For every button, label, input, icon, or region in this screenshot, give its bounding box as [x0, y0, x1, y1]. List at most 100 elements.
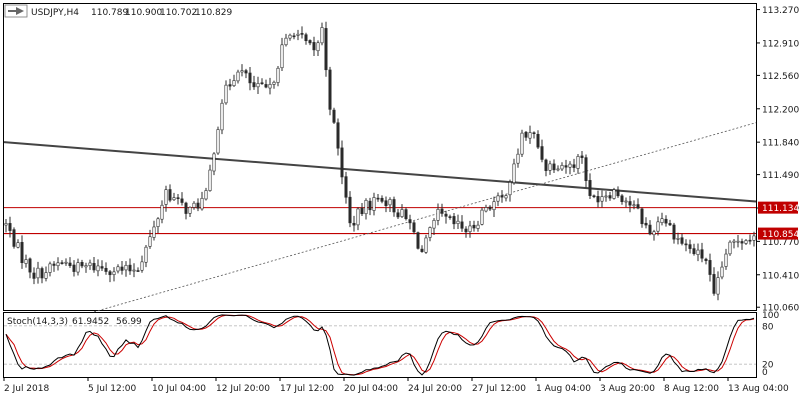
candle-body [728, 241, 732, 255]
candle-body [164, 189, 168, 205]
stoch-plot-frame [3, 312, 757, 378]
candle-body [424, 237, 428, 253]
main-plot-frame [3, 3, 757, 311]
candle-body [696, 249, 700, 255]
candle-body [644, 222, 648, 226]
candle-body [628, 201, 632, 206]
stoch-axis-label: 80 [762, 322, 774, 332]
candle-body [748, 239, 752, 242]
candle-body [272, 81, 276, 85]
candle-body [356, 208, 360, 226]
price-tick-label: 112.200 [762, 105, 799, 115]
candle-body [232, 80, 236, 86]
candle-body [28, 258, 32, 273]
candle-body [404, 209, 408, 220]
candle-body [544, 159, 548, 171]
candle-body [496, 195, 500, 202]
candle-body [316, 42, 320, 52]
candle-body [520, 132, 524, 155]
candle-body [476, 224, 480, 229]
candle-body [548, 163, 552, 171]
stoch-header: Stoch(14,3,3) 61.9452 56.99 [7, 317, 142, 327]
candle-body [392, 199, 396, 213]
candle-body [24, 259, 28, 264]
candle-body [576, 156, 580, 169]
candle-body [660, 218, 664, 223]
header-low: 110.702 [160, 8, 197, 18]
candle-body [716, 277, 720, 295]
candle-body [304, 34, 308, 42]
candle-body [752, 235, 756, 241]
candle-body [604, 195, 608, 198]
candle-body [60, 262, 64, 264]
candle-body [368, 200, 372, 211]
candle-body [588, 180, 592, 196]
candle-body [740, 241, 744, 244]
candle-body [464, 228, 468, 233]
candle-body [744, 240, 748, 244]
candle-body [616, 189, 620, 197]
candle-body [292, 35, 296, 38]
candle-body [724, 253, 728, 267]
candle-body [680, 237, 684, 244]
candle-body [684, 243, 688, 246]
candle-body [324, 28, 328, 71]
candle-body [480, 209, 484, 225]
candle-body [84, 265, 88, 268]
candle-body [584, 157, 588, 181]
time-tick-label: 2 Jul 2018 [4, 384, 49, 394]
candle-body [36, 267, 40, 279]
trend-line [3, 141, 757, 203]
candle-body [652, 231, 656, 236]
candle-body [408, 219, 412, 224]
time-tick-label: 8 Aug 12:00 [664, 384, 719, 394]
candle-body [76, 262, 80, 273]
candle-body [560, 165, 564, 170]
candle-body [184, 202, 188, 214]
stoch-axis-label: 0 [762, 368, 768, 378]
chart-arrow-icon [8, 7, 24, 15]
candle-body [460, 221, 464, 229]
candle-body [540, 146, 544, 160]
candle-body [20, 242, 24, 264]
candle-body [8, 223, 12, 231]
candle-body [264, 84, 268, 88]
candle-body [472, 224, 476, 229]
candle-body [72, 264, 76, 272]
candle-body [180, 198, 184, 203]
candle-body [452, 216, 456, 225]
level-tag-label-2: 110.854 [762, 230, 799, 240]
candle-body [140, 261, 144, 271]
candle-body [468, 225, 472, 233]
candle-body [400, 209, 404, 217]
candle-body [524, 131, 528, 138]
candle-body [432, 220, 436, 229]
candle-body [4, 223, 8, 226]
header-symbol: USDJPY,H4 [31, 8, 79, 18]
candle-body [12, 229, 16, 247]
candle-body [128, 264, 132, 272]
candle-body [636, 204, 640, 209]
candle-body [328, 69, 332, 110]
candle-body [332, 109, 336, 123]
candle-body [396, 212, 400, 218]
candle-body [88, 262, 92, 266]
candle-body [52, 263, 56, 266]
price-tick-label: 111.490 [762, 171, 799, 181]
candle-body [364, 200, 368, 215]
candle-body [656, 221, 660, 232]
candle-body [260, 82, 264, 85]
candle-body [228, 84, 232, 87]
level-tag-label-1: 111.134 [762, 204, 799, 214]
candle-body [596, 196, 600, 203]
stoch-main-line [5, 314, 755, 376]
time-tick-label: 1 Aug 04:00 [536, 384, 591, 394]
candle-body [672, 224, 676, 240]
candle-body [700, 249, 704, 259]
candle-body [224, 84, 228, 104]
candle-body [40, 268, 44, 279]
time-tick-label: 27 Jul 12:00 [472, 384, 526, 394]
candle-body [112, 271, 116, 275]
